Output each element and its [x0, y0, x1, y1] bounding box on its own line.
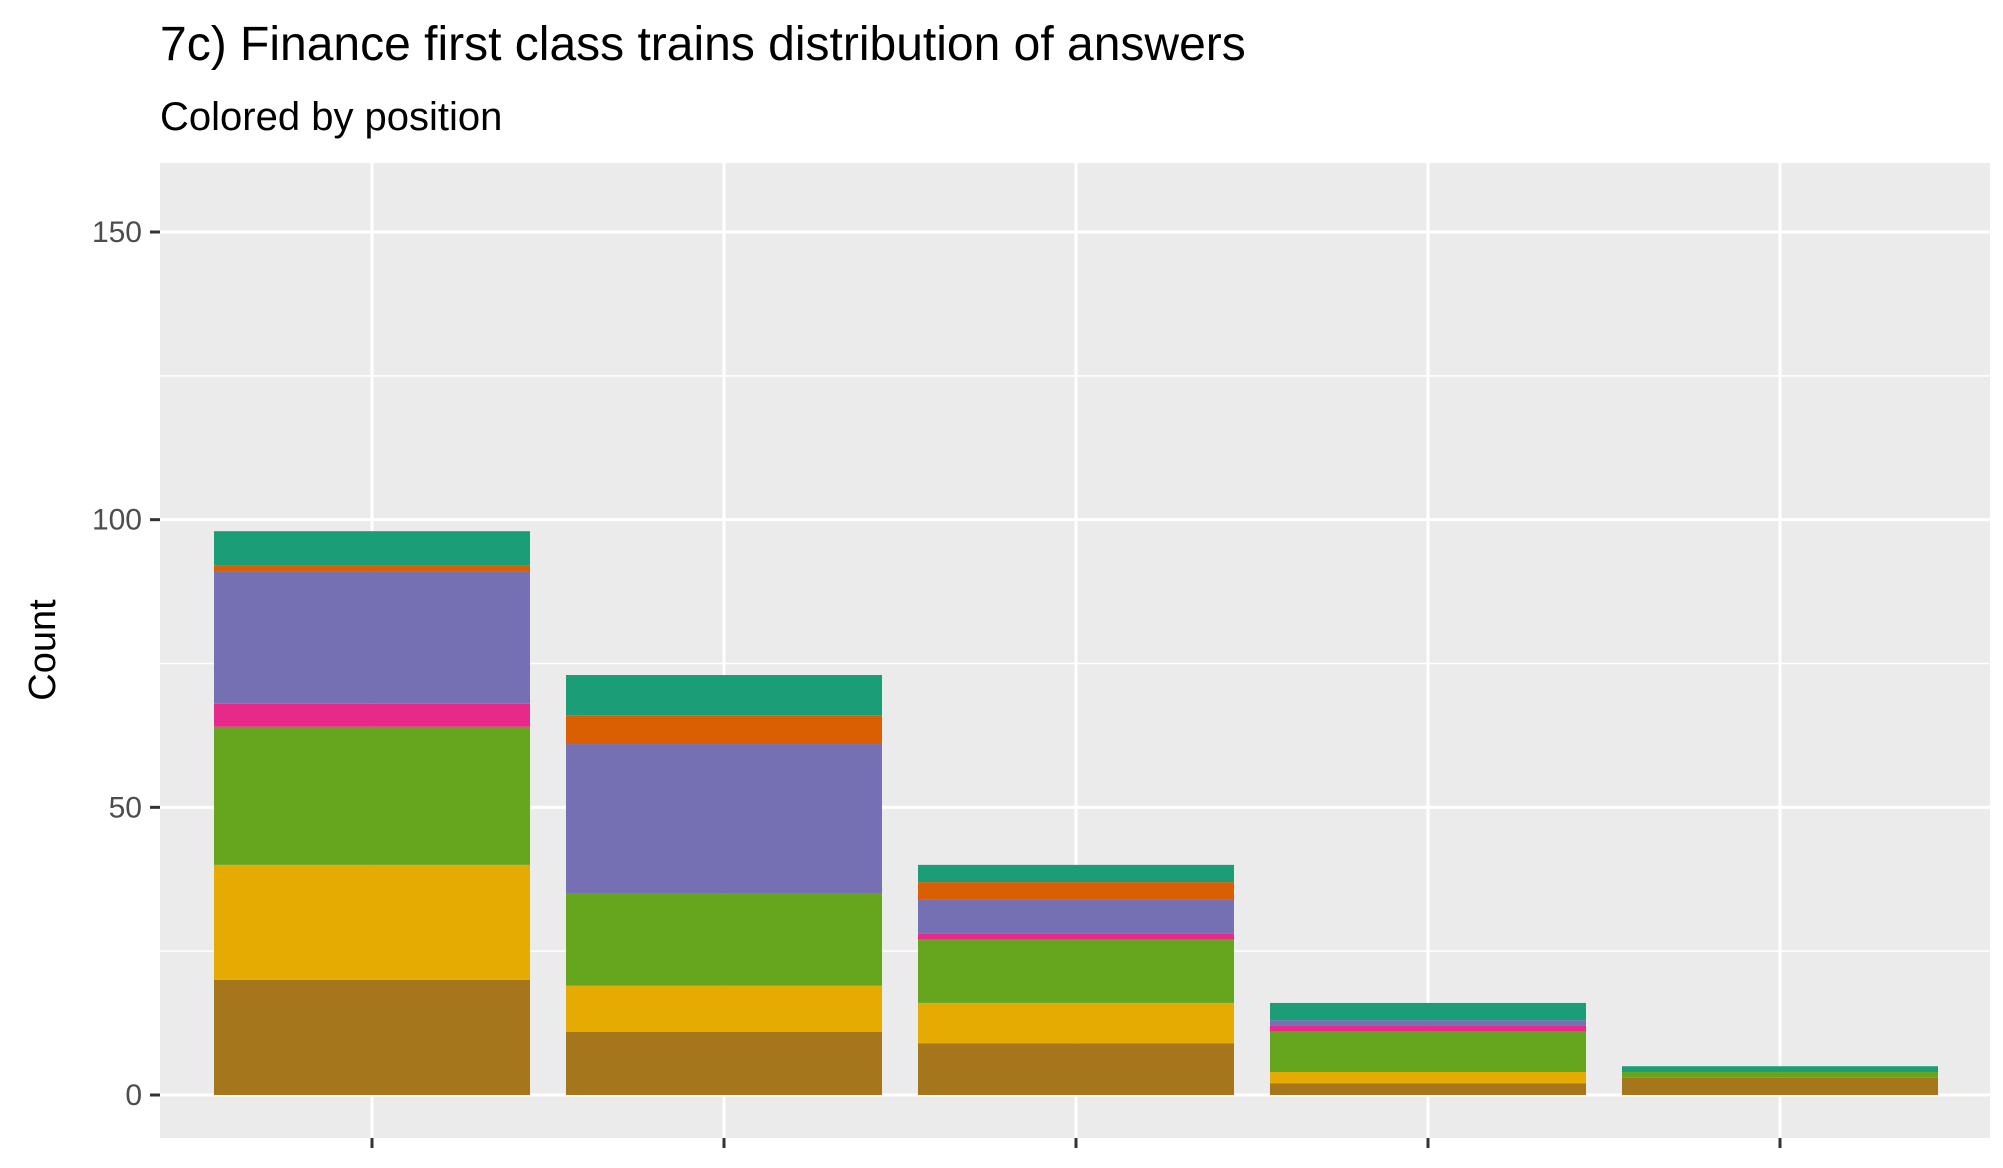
bar-segment: [214, 703, 530, 727]
bar-segment: [566, 985, 882, 1032]
bar-segment: [214, 864, 530, 980]
bar-segment: [918, 939, 1234, 1003]
bar-segment: [1622, 1066, 1938, 1072]
chart-subtitle: Colored by position: [160, 95, 502, 139]
y-tick-label: 0: [125, 1079, 142, 1112]
bar-segment: [214, 726, 530, 865]
bar-segment: [214, 571, 530, 704]
bar-segment: [918, 899, 1234, 934]
bar-segment: [918, 882, 1234, 900]
bar-segment: [1270, 1025, 1586, 1032]
bar-segment: [918, 864, 1234, 883]
bar-segment: [214, 565, 530, 572]
chart-title: 7c) Finance first class trains distribut…: [160, 18, 1246, 71]
y-tick-label: 100: [92, 504, 142, 537]
y-tick-label: 150: [92, 216, 142, 249]
bar-segment: [1270, 1083, 1586, 1095]
bar-segment: [918, 933, 1234, 940]
bar-segment: [566, 715, 882, 745]
bar-segment: [1622, 1077, 1938, 1095]
y-axis: 0 50 100 150: [92, 216, 1782, 1148]
bar-segment: [566, 744, 882, 894]
bar-segment: [214, 979, 530, 1095]
y-tick-label: 50: [109, 791, 142, 824]
bar-segment: [918, 1002, 1234, 1044]
bar-segment: [918, 1043, 1234, 1095]
bar-segment: [1270, 1071, 1586, 1084]
y-axis-title: Count: [22, 599, 64, 701]
bar-segment: [566, 675, 882, 716]
bars-layer: [214, 531, 1938, 1095]
bar-segment: [566, 1031, 882, 1095]
bar-segment: [566, 893, 882, 986]
bar-segment: [1270, 1002, 1586, 1021]
bar-segment: [1270, 1031, 1586, 1072]
bar-segment: [1270, 1020, 1586, 1026]
bar-segment: [214, 531, 530, 566]
bar-segment: [1622, 1071, 1938, 1078]
